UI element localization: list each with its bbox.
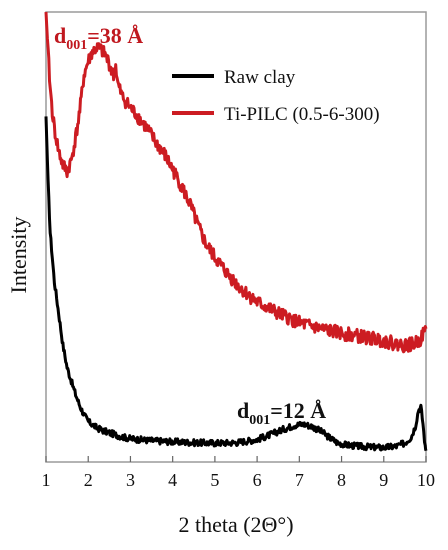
annotation-d001-38: d001=38 Å [54,23,143,53]
x-tick-label: 9 [379,470,388,490]
x-axis-ticks: 1 2 3 4 5 6 7 8 9 10 [42,456,435,490]
y-axis-title: Intensity [6,217,31,294]
series-line-ti-pilc [44,11,428,354]
x-axis-title: 2 theta (2Θ°) [178,512,293,537]
x-tick-label: 7 [295,470,304,490]
series-line-raw-clay [44,116,428,452]
x-tick-label: 2 [84,470,93,490]
x-tick-label: 4 [168,470,177,490]
plot-frame [45,11,427,463]
x-tick-label: 1 [42,470,51,490]
legend: Raw clay Ti-PILC (0.5-6-300) [172,67,380,125]
x-tick-label: 3 [126,470,135,490]
x-tick-label: 5 [210,470,219,490]
legend-label-raw-clay: Raw clay [224,67,296,88]
x-tick-label: 10 [417,470,435,490]
annotation-d001-12: d001=12 Å [237,398,326,428]
x-tick-label: 6 [253,470,262,490]
x-tick-label: 8 [337,470,346,490]
legend-label-ti-pilc: Ti-PILC (0.5-6-300) [224,104,380,125]
